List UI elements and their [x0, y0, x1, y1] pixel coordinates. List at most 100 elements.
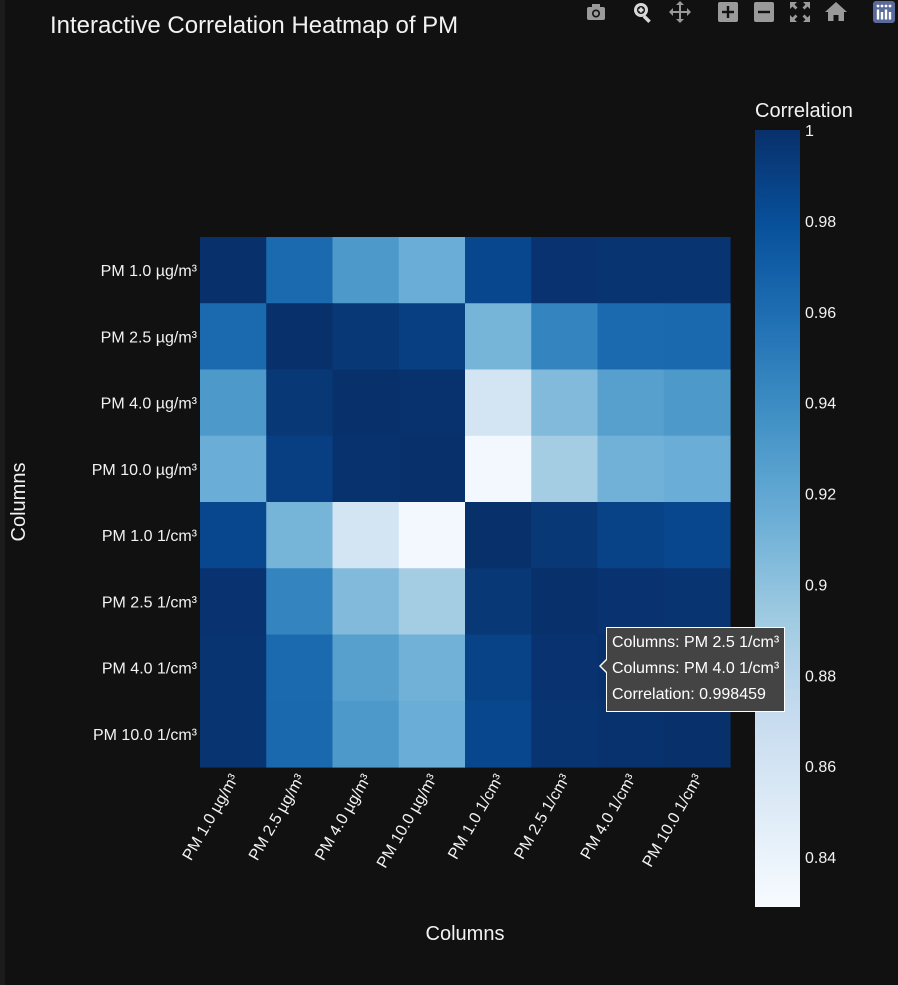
heatmap-cell[interactable] [200, 237, 267, 304]
heatmap-cell[interactable] [663, 502, 731, 569]
tooltip-line-x: Columns: PM 2.5 1/cm³ [612, 634, 780, 651]
heatmap-cell[interactable] [398, 369, 466, 437]
heatmap-cell[interactable] [332, 369, 400, 437]
colorbar-title: Correlation [755, 100, 853, 122]
heatmap-cell[interactable] [332, 237, 400, 304]
y-tick-label: PM 10.0 µg/m³ [92, 462, 198, 479]
zoom-in-icon[interactable] [716, 0, 740, 24]
heatmap-cell[interactable] [663, 568, 731, 636]
heatmap-cell[interactable] [663, 369, 731, 437]
heatmap-cell[interactable] [465, 237, 532, 304]
heatmap-cell[interactable] [332, 634, 400, 702]
y-tick-label: PM 4.0 µg/m³ [101, 396, 198, 413]
x-tick-label: PM 10.0 µg/m³ [374, 771, 442, 871]
heatmap-cell[interactable] [465, 303, 532, 371]
heatmap-cell[interactable] [266, 700, 334, 768]
heatmap-cell[interactable] [332, 303, 400, 371]
heatmap-cell[interactable] [266, 435, 334, 503]
colorbar-ticks: 1 0.98 0.96 0.94 0.92 0.9 0.88 0.86 0.84 [805, 123, 836, 867]
heatmap-cell[interactable] [200, 634, 267, 702]
heatmap-cell[interactable] [266, 634, 334, 702]
heatmap-cell[interactable] [398, 435, 466, 503]
zoom-icon[interactable] [631, 0, 655, 24]
autoscale-icon[interactable] [788, 0, 812, 24]
heatmap-cell[interactable] [200, 568, 267, 636]
zoom-out-icon[interactable] [752, 0, 776, 24]
heatmap-cell[interactable] [332, 435, 400, 503]
camera-icon[interactable] [584, 0, 608, 24]
y-tick-label: PM 10.0 1/cm³ [93, 727, 198, 744]
heatmap-cell[interactable] [663, 303, 731, 371]
pan-icon[interactable] [668, 0, 692, 24]
x-tick-label: PM 1.0 1/cm³ [445, 771, 508, 862]
x-tick-label: PM 4.0 1/cm³ [578, 771, 641, 862]
tooltip-line-y: Columns: PM 4.0 1/cm³ [612, 660, 780, 677]
heatmap-cell[interactable] [531, 568, 599, 636]
heatmap-cell[interactable] [465, 700, 532, 768]
plotly-logo-icon[interactable] [872, 0, 896, 24]
heatmap-cell[interactable] [200, 502, 267, 569]
y-tick-labels: PM 1.0 µg/m³ PM 2.5 µg/m³ PM 4.0 µg/m³ PM 1… [92, 263, 198, 744]
colorbar-tick-label: 0.9 [805, 577, 827, 594]
reset-axes-icon[interactable] [824, 0, 848, 24]
chart-title: Interactive Correlation Heatmap of PM [50, 12, 459, 39]
page-left-edge [0, 0, 5, 985]
y-tick-label: PM 2.5 1/cm³ [102, 594, 198, 611]
heatmap-cell[interactable] [465, 568, 532, 636]
heatmap-cell[interactable] [531, 634, 599, 702]
y-tick-label: PM 2.5 µg/m³ [101, 329, 198, 346]
heatmap-cell[interactable] [398, 568, 466, 636]
colorbar-tick-label: 0.96 [805, 305, 836, 322]
heatmap-cell[interactable] [266, 303, 334, 371]
heatmap-cell[interactable] [465, 502, 532, 569]
colorbar-tick-label: 0.84 [805, 850, 836, 867]
heatmap-cell[interactable] [465, 369, 532, 437]
tooltip-arrow-fill [601, 659, 608, 673]
heatmap-cell[interactable] [531, 237, 599, 304]
heatmap-cell[interactable] [597, 502, 665, 569]
x-tick-label: PM 2.5 µg/m³ [246, 771, 309, 864]
heatmap-cell[interactable] [398, 634, 466, 702]
y-axis-title: Columns [8, 463, 30, 542]
tooltip-line-value: Correlation: 0.998459 [612, 686, 766, 703]
heatmap-cell[interactable] [531, 435, 599, 503]
heatmap-cell[interactable] [266, 369, 334, 437]
heatmap-cell[interactable] [465, 435, 532, 503]
heatmap-cell[interactable] [398, 502, 466, 569]
heatmap-cell[interactable] [531, 369, 599, 437]
x-tick-label: PM 4.0 µg/m³ [312, 771, 375, 864]
heatmap-cell[interactable] [531, 303, 599, 371]
colorbar-tick-label: 0.86 [805, 759, 836, 776]
heatmap-cell[interactable] [200, 435, 267, 503]
heatmap-cell[interactable] [465, 634, 532, 702]
heatmap-cell[interactable] [266, 568, 334, 636]
heatmap-cell[interactable] [200, 700, 267, 768]
heatmap-cell[interactable] [663, 237, 731, 304]
heatmap-cell[interactable] [266, 237, 334, 304]
y-tick-label: PM 4.0 1/cm³ [102, 661, 198, 678]
heatmap-cell[interactable] [398, 700, 466, 768]
heatmap-cell[interactable] [266, 502, 334, 569]
colorbar-tick-label: 0.88 [805, 668, 836, 685]
heatmap-cell[interactable] [663, 435, 731, 503]
heatmap-cell[interactable] [531, 700, 599, 768]
heatmap-cell[interactable] [332, 700, 400, 768]
heatmap-cell[interactable] [597, 237, 665, 304]
y-tick-label: PM 1.0 1/cm³ [102, 528, 198, 545]
heatmap-cell[interactable] [531, 502, 599, 569]
heatmap-cell[interactable] [597, 369, 665, 437]
heatmap-cell[interactable] [398, 303, 466, 371]
heatmap-cell[interactable] [398, 237, 466, 304]
heatmap-cell[interactable] [597, 435, 665, 503]
heatmap-cell[interactable] [332, 502, 400, 569]
heatmap-cell[interactable] [332, 568, 400, 636]
heatmap-cell[interactable] [597, 568, 665, 636]
heatmap-cell[interactable] [200, 369, 267, 437]
hover-tooltip: Columns: PM 2.5 1/cm³ Columns: PM 4.0 1/… [599, 627, 786, 712]
colorbar-tick-label: 0.98 [805, 214, 836, 231]
heatmap-cell[interactable] [597, 303, 665, 371]
modebar [582, 0, 898, 26]
heatmap-cell[interactable] [200, 303, 267, 371]
